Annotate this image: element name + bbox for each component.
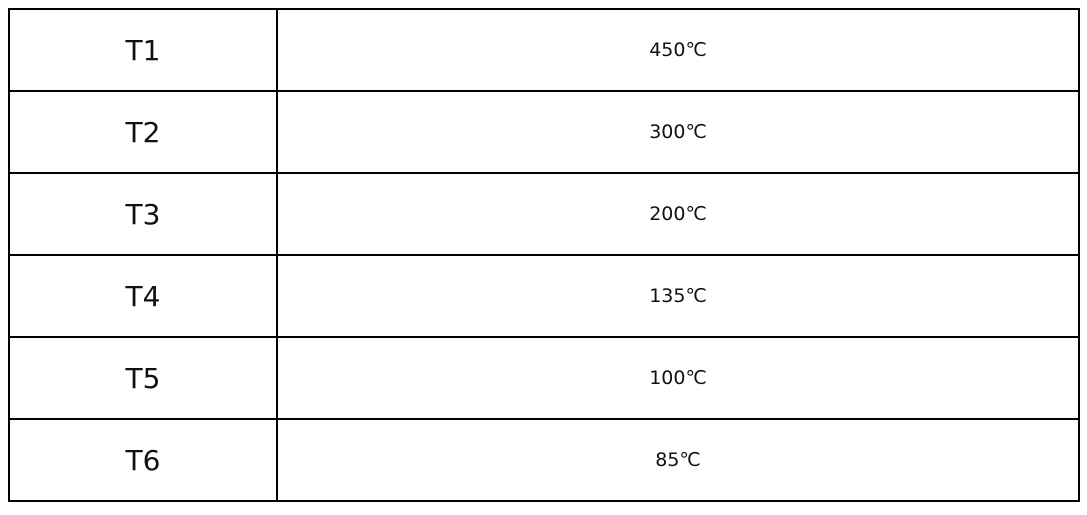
table-row: T6 85℃ bbox=[8, 418, 1080, 502]
table-body: T1 450℃ T2 300℃ T3 200℃ T4 135℃ T5 100℃ T6 85℃ bbox=[8, 8, 1080, 502]
table-row: T3 200℃ bbox=[8, 172, 1080, 256]
row-value: 135℃ bbox=[276, 254, 1080, 338]
table-row: T5 100℃ bbox=[8, 336, 1080, 420]
row-value: 450℃ bbox=[276, 8, 1080, 92]
row-label: T1 bbox=[8, 8, 278, 92]
row-label: T5 bbox=[8, 336, 278, 420]
row-label: T4 bbox=[8, 254, 278, 338]
row-label: T3 bbox=[8, 172, 278, 256]
row-value: 300℃ bbox=[276, 90, 1080, 174]
row-label: T2 bbox=[8, 90, 278, 174]
row-label: T6 bbox=[8, 418, 278, 502]
row-value: 200℃ bbox=[276, 172, 1080, 256]
table-row: T1 450℃ bbox=[8, 8, 1080, 92]
table-row: T4 135℃ bbox=[8, 254, 1080, 338]
row-value: 100℃ bbox=[276, 336, 1080, 420]
table-row: T2 300℃ bbox=[8, 90, 1080, 174]
row-value: 85℃ bbox=[276, 418, 1080, 502]
temperature-table: T1 450℃ T2 300℃ T3 200℃ T4 135℃ T5 100℃ T6 85℃ bbox=[8, 8, 1080, 502]
